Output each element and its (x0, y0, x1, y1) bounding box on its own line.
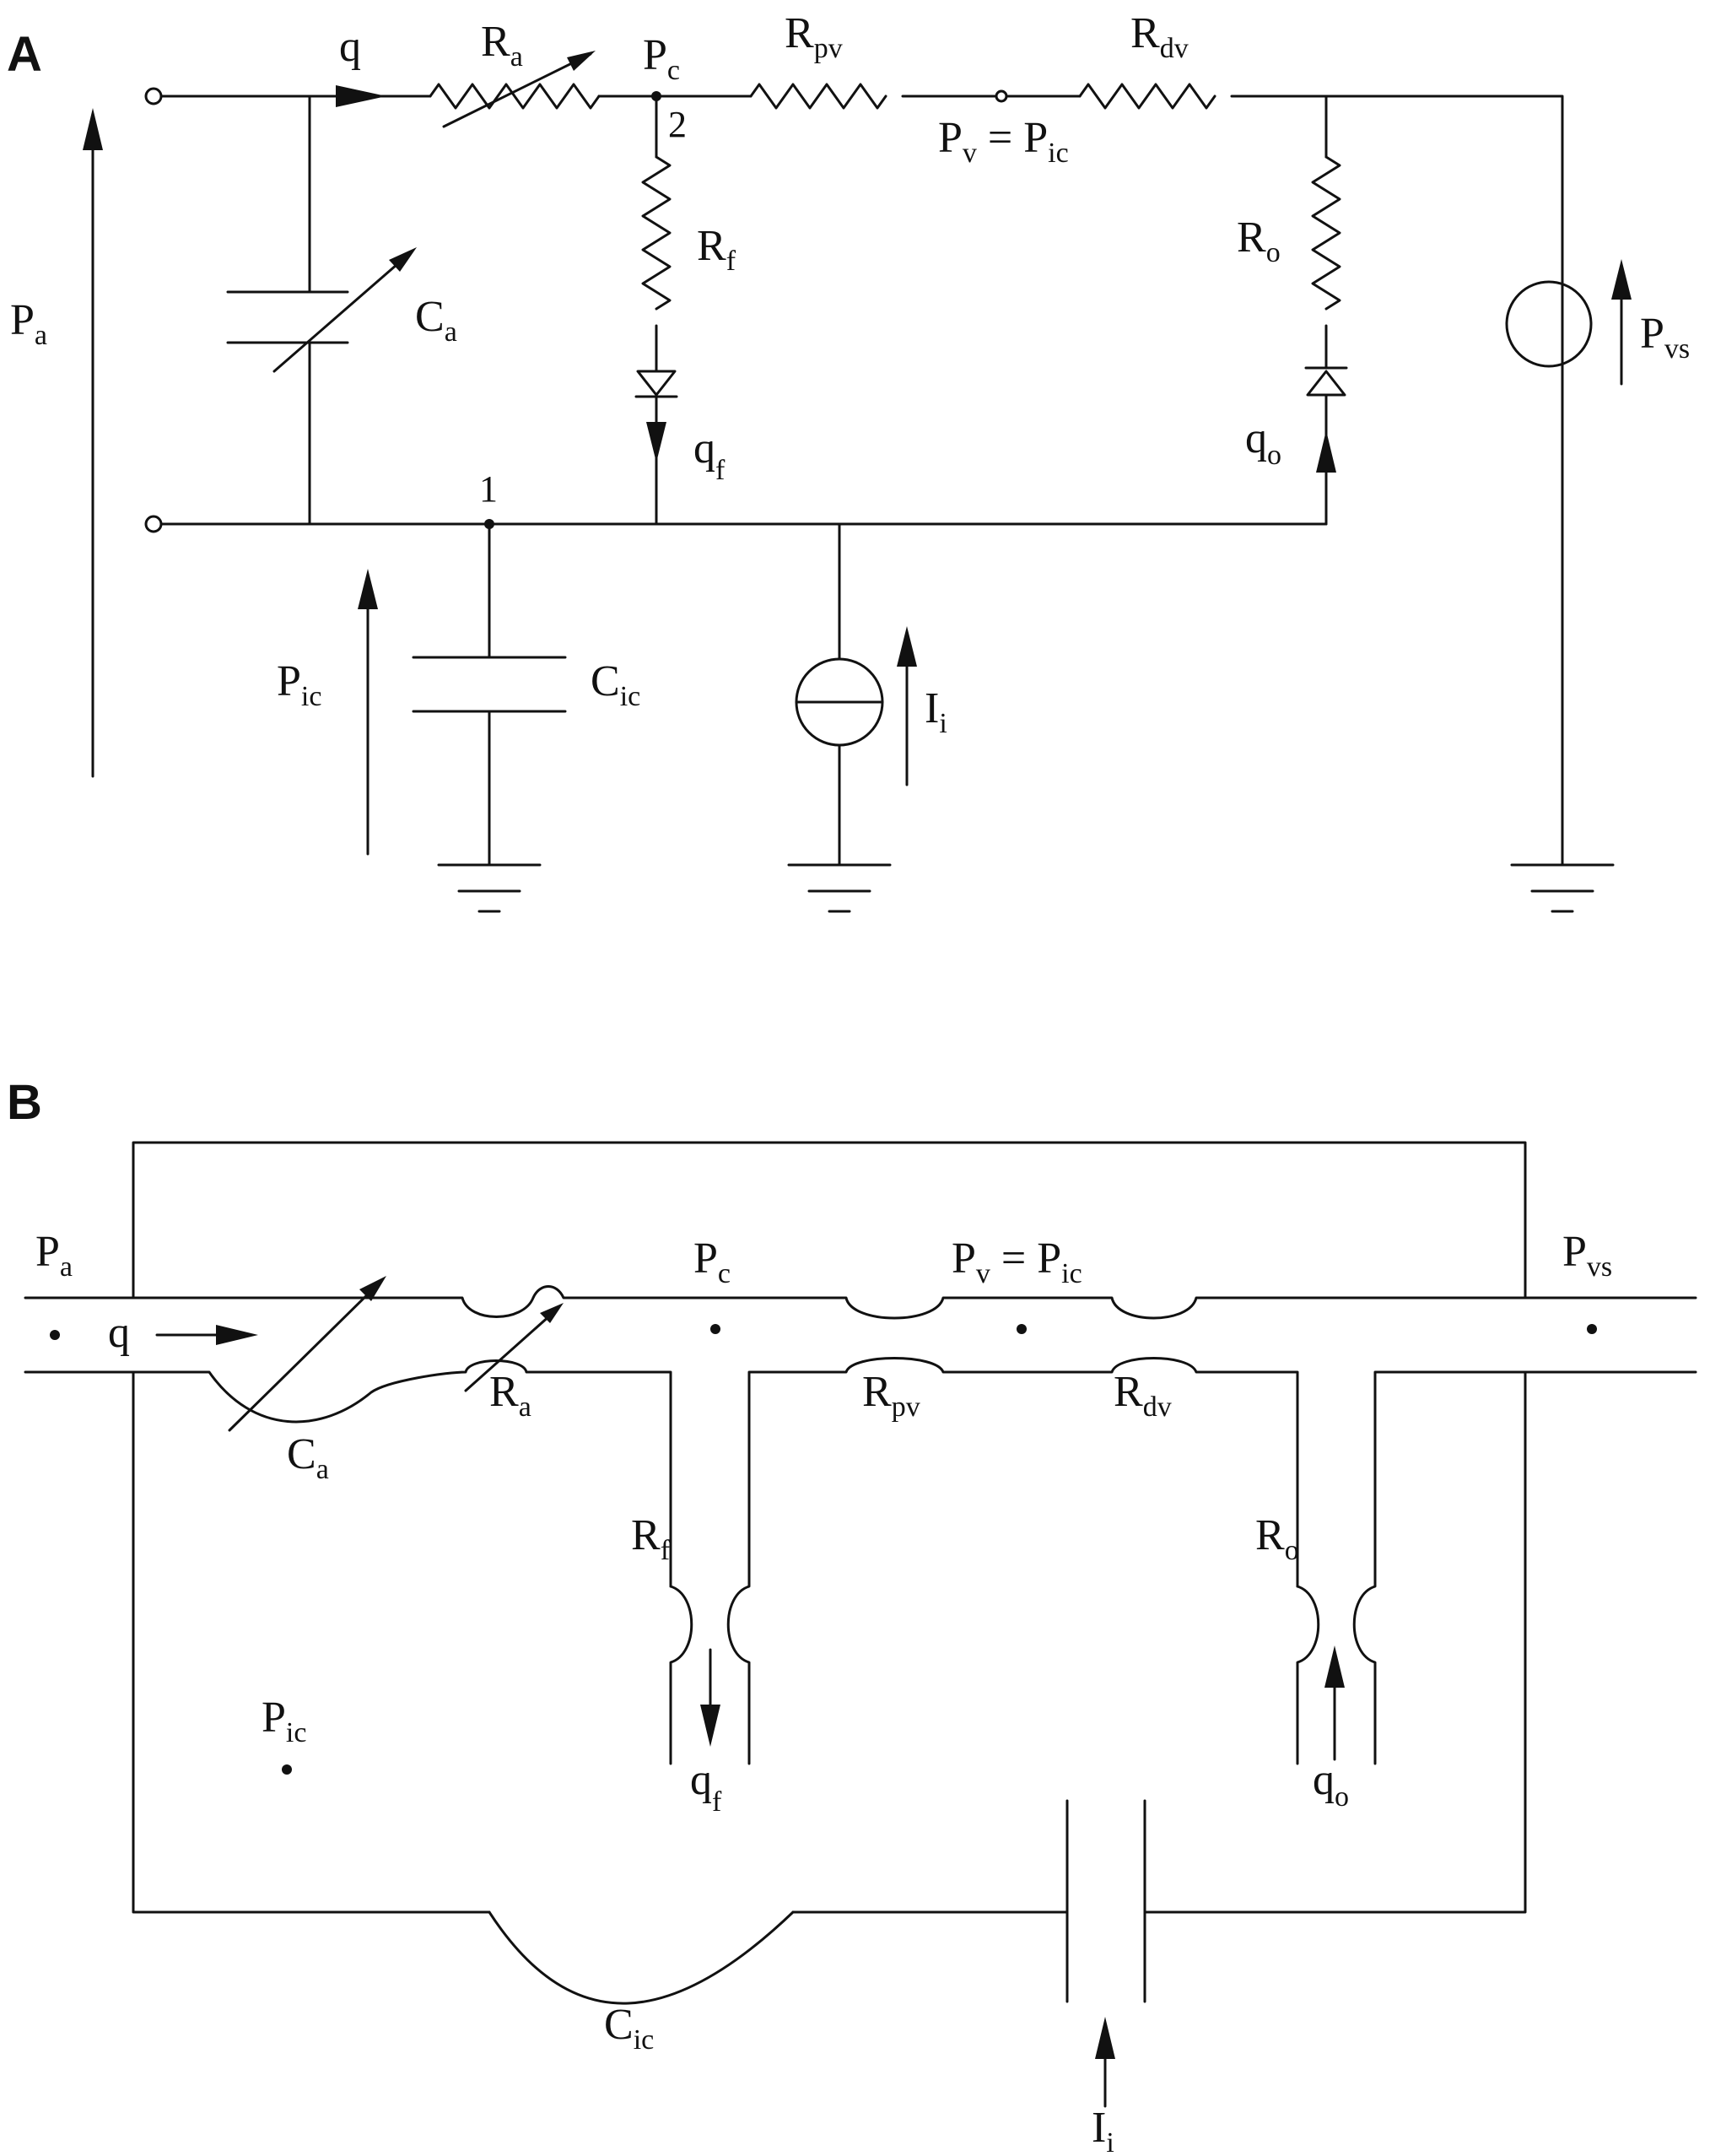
variable-arrow-ca-b (228, 1281, 381, 1432)
label-a-ii: Ii (925, 684, 947, 739)
label-a-pa: Pa (10, 296, 47, 351)
label-a-pvs: Pvs (1640, 310, 1690, 365)
point-pa (50, 1330, 60, 1340)
vessel-wall-lower-left (24, 1359, 672, 1588)
flow-arrow-qf-b-head (700, 1705, 720, 1747)
skull-box-bottom-right (791, 1370, 1527, 1914)
ground-ii (787, 743, 892, 913)
label-b-ra: Ra (489, 1368, 531, 1423)
arrow-ii-head (897, 626, 917, 667)
label-b-pa: Pa (35, 1228, 73, 1283)
hydraulic-panel-b: B Pa (7, 1075, 1697, 2156)
panel-label-a: A (7, 27, 42, 82)
label-a-qf: qf (693, 424, 726, 486)
capacitor-cic (412, 522, 567, 867)
label-a-ca: Ca (415, 293, 457, 348)
flow-arrow-qo-b-head (1324, 1645, 1345, 1688)
label-b-pv-eq-pic: Pv = Pic (952, 1235, 1082, 1289)
diode-o (1304, 324, 1348, 526)
pressure-source-pvs (1505, 280, 1593, 368)
label-a-ro: Ro (1237, 213, 1281, 268)
resistor-ro (1311, 155, 1341, 311)
vessel-wall-lower-middle (726, 1357, 1299, 1765)
arrow-ii-b-head (1095, 2017, 1115, 2059)
resistor-rdv (1078, 83, 1216, 110)
ground-pvs (1510, 863, 1615, 913)
input-terminal-bottom (144, 515, 163, 533)
variable-arrow-ra (442, 52, 592, 128)
resistor-ra (429, 83, 601, 110)
circuit-panel-a: A (7, 9, 1690, 913)
vessel-wall-upper (24, 1285, 1697, 1320)
label-a-qo: qo (1245, 414, 1281, 471)
compliance-cic-bulge (488, 1910, 795, 2005)
label-b-pvs: Pvs (1562, 1228, 1612, 1283)
label-b-q: q (108, 1309, 130, 1357)
point-pic (282, 1764, 292, 1775)
resistor-rf (641, 155, 672, 311)
variable-arrowhead-ca-b (359, 1276, 386, 1301)
panel-label-b: B (7, 1075, 42, 1130)
ground-cic (437, 863, 542, 913)
arrow-pvs-head (1611, 259, 1632, 300)
label-a-node-1: 1 (479, 468, 498, 510)
flow-arrow-q-b-head (216, 1325, 258, 1345)
label-b-rpv: Rpv (862, 1368, 920, 1423)
label-a-rpv: Rpv (785, 9, 843, 64)
flow-arrow-qo (1316, 430, 1336, 473)
capacitor-ca (226, 95, 349, 526)
label-b-ro: Ro (1255, 1511, 1299, 1566)
vessel-wall-ro-left (1296, 1585, 1320, 1765)
label-a-q: q (339, 23, 361, 71)
label-b-qo: qo (1313, 1756, 1349, 1813)
variable-arrowhead-ra-b (540, 1303, 564, 1323)
vessel-wall-rf-left (669, 1585, 693, 1765)
arrow-pic-head (358, 569, 378, 609)
label-a-pv-eq-pic: Pv = Pic (938, 114, 1069, 169)
label-a-pic: Pic (277, 657, 321, 712)
label-a-cic: Cic (591, 657, 640, 712)
variable-arrowhead-ca (389, 247, 417, 272)
label-b-ca: Ca (287, 1430, 329, 1485)
arrow-pa-head (83, 108, 103, 150)
point-pvs (1587, 1324, 1597, 1334)
label-b-pc: Pc (693, 1235, 731, 1289)
label-b-qf: qf (690, 1756, 722, 1818)
vessel-wall-ro-right (1352, 1370, 1697, 1765)
label-a-rf: Rf (697, 222, 736, 277)
label-a-ra: Ra (481, 18, 523, 73)
skull-box-left (132, 1370, 491, 1914)
label-a-node-2: 2 (668, 104, 687, 145)
node-pv (995, 89, 1008, 103)
skull-box-top (132, 1141, 1527, 1300)
diode-f (636, 370, 677, 397)
label-a-pc: Pc (643, 31, 680, 86)
wire-top-right (1230, 95, 1564, 867)
label-a-rdv: Rdv (1130, 9, 1189, 64)
input-terminal-top (144, 87, 163, 105)
label-b-cic: Cic (604, 2001, 654, 2056)
label-b-rdv: Rdv (1114, 1368, 1172, 1423)
inflow-channel-ii (1065, 1799, 1146, 2003)
point-pv (1017, 1324, 1027, 1334)
point-pc (710, 1324, 720, 1334)
flow-arrow-qf (646, 422, 666, 462)
resistor-rpv (749, 83, 887, 110)
label-b-rf: Rf (631, 1511, 671, 1566)
label-b-ii: Ii (1092, 2104, 1114, 2156)
label-b-pic: Pic (262, 1694, 306, 1748)
variable-arrow-ra-b (464, 1306, 560, 1392)
variable-arrowhead-ra (567, 51, 596, 71)
flow-arrow-q (336, 85, 386, 107)
variable-arrow-ca (272, 251, 412, 373)
